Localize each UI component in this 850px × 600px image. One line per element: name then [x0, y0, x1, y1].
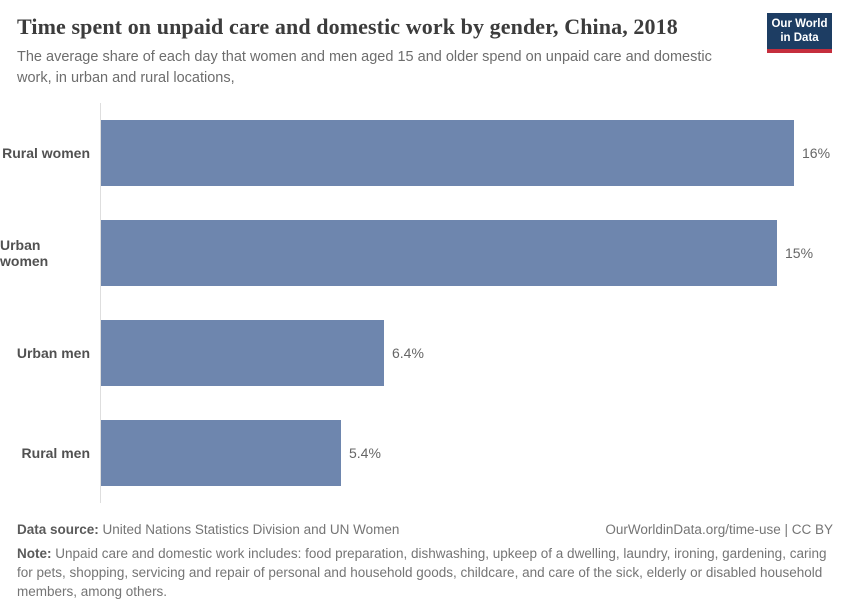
data-source-text: United Nations Statistics Division and U…	[98, 522, 400, 538]
note-label: Note:	[17, 546, 52, 562]
source-line: Data source: United Nations Statistics D…	[17, 521, 833, 540]
category-label-rural-women: Rural women	[2, 145, 90, 162]
note: Note: Unpaid care and domestic work incl…	[17, 545, 833, 600]
note-text: Unpaid care and domestic work includes: …	[17, 546, 827, 600]
plot-area-row: 6.4%	[100, 303, 850, 404]
plot-area-row: 15%	[100, 203, 850, 304]
bar-rural-men[interactable]	[101, 420, 341, 487]
bar-rural-women[interactable]	[101, 120, 794, 187]
data-source: Data source: United Nations Statistics D…	[17, 521, 399, 540]
chart-footer: Data source: United Nations Statistics D…	[0, 503, 850, 600]
chart-subtitle: The average share of each day that women…	[17, 49, 712, 87]
bar-chart: Rural women 16% Urban women 15% Urban me…	[0, 103, 850, 504]
chart-header: Time spent on unpaid care and domestic w…	[0, 0, 850, 89]
owid-logo-line2: in Data	[780, 32, 819, 45]
value-label-rural-women: 16%	[802, 145, 831, 162]
value-label-rural-men: 5.4%	[349, 445, 381, 462]
bar-row-urban-women: Urban women 15%	[0, 203, 850, 304]
owid-logo-line1: Our World	[771, 18, 828, 30]
data-source-label: Data source:	[17, 522, 99, 538]
bar-row-urban-men: Urban men 6.4%	[0, 303, 850, 404]
bar-row-rural-men: Rural men 5.4%	[0, 403, 850, 504]
category-label-rural-men: Rural men	[21, 445, 90, 462]
bar-urban-men[interactable]	[101, 320, 384, 387]
chart-title: Time spent on unpaid care and domestic w…	[17, 14, 678, 39]
value-label-urban-men: 6.4%	[392, 345, 424, 362]
bar-urban-women[interactable]	[101, 220, 777, 287]
category-label-urban-women: Urban women	[0, 237, 49, 270]
value-label-urban-women: 15%	[785, 245, 814, 262]
owid-logo: Our World in Data	[767, 13, 832, 53]
bar-row-rural-women: Rural women 16%	[0, 103, 850, 204]
plot-area-row: 5.4%	[100, 403, 850, 504]
plot-area-row: 16%	[100, 103, 850, 204]
owid-license-link[interactable]: OurWorldinData.org/time-use | CC BY	[605, 522, 833, 538]
category-label-urban-men: Urban men	[16, 345, 90, 362]
